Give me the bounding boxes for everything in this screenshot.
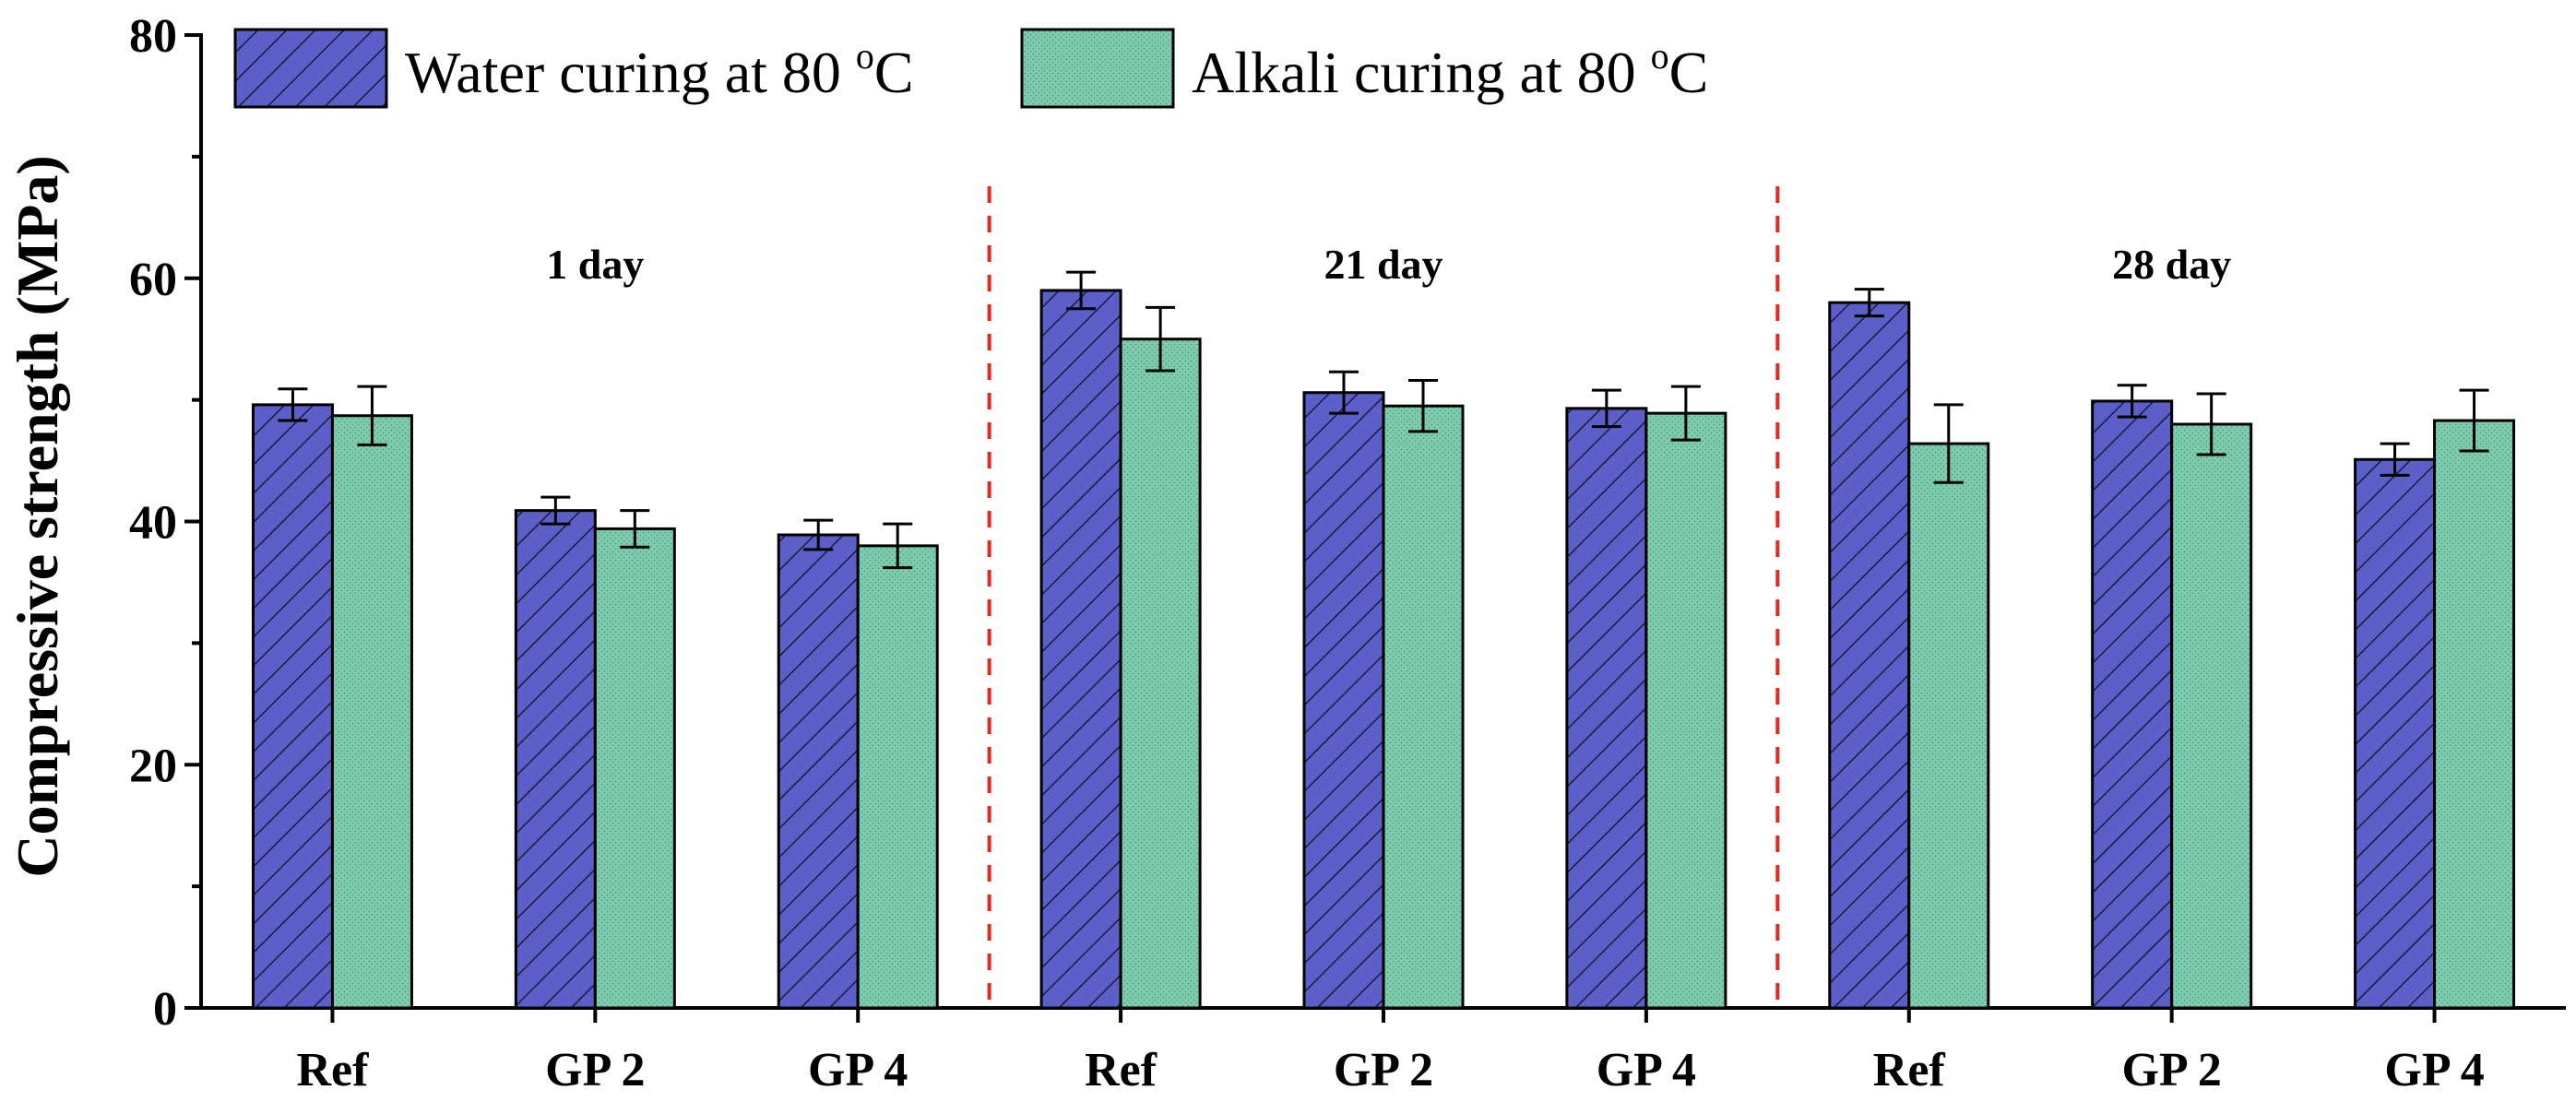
bar [2433,419,2516,1010]
x-tick-label: Ref [1873,1044,1946,1096]
x-tick-label: GP 4 [808,1044,908,1096]
x-tick-label: GP 4 [2384,1044,2484,1096]
x-tick-label: Ref [1085,1044,1157,1096]
bar [1039,289,1122,1010]
bar [2170,422,2253,1010]
bar [777,533,860,1010]
group-separators [987,186,1780,1008]
bar [1382,404,1465,1010]
bar [593,527,676,1010]
legend: Water curing at 80 oC Alkali curing at 80… [233,28,1708,109]
legend-label: Alkali curing at 80 oC [1192,35,1708,105]
bars [251,289,2516,1010]
x-tick-label: GP 2 [2121,1044,2221,1096]
bar [856,544,939,1010]
category-labels: Ref GP 2 GP 4 Ref GP 2 GP 4 Ref GP 2 GP 4 [296,1008,2485,1096]
y-axis-title: Compressive strength (MPa) [5,155,70,877]
y-tick-label: 20 [129,740,177,792]
group-labels: 1 day 21 day 28 day [546,241,2231,288]
bar [2091,399,2174,1010]
bar [1565,407,1648,1010]
bar [514,509,597,1010]
group-label: 1 day [546,241,644,288]
y-tick-label: 0 [153,983,177,1036]
x-tick-label: GP 4 [1597,1044,1696,1096]
y-ticks: 0 20 40 60 80 [129,10,201,1036]
bar [1907,442,1990,1010]
bar [330,414,413,1010]
legend-label: Water curing at 80 oC [405,35,914,105]
bar [1119,338,1202,1010]
x-tick-label: Ref [296,1044,369,1096]
group-label: 21 day [1324,241,1442,288]
y-tick-label: 40 [129,497,177,550]
y-tick-label: 60 [129,254,177,306]
y-tick-label: 80 [129,10,177,63]
bar [1828,301,1911,1010]
x-tick-label: GP 2 [1334,1044,1433,1096]
legend-swatch [1020,28,1175,109]
error-bars [278,270,2489,570]
bar [2354,457,2437,1010]
group-label: 28 day [2112,241,2231,288]
legend-swatch [233,28,388,109]
x-tick-label: GP 2 [545,1044,645,1096]
bar [251,403,334,1010]
bar [1644,411,1727,1010]
bar [1302,391,1385,1010]
